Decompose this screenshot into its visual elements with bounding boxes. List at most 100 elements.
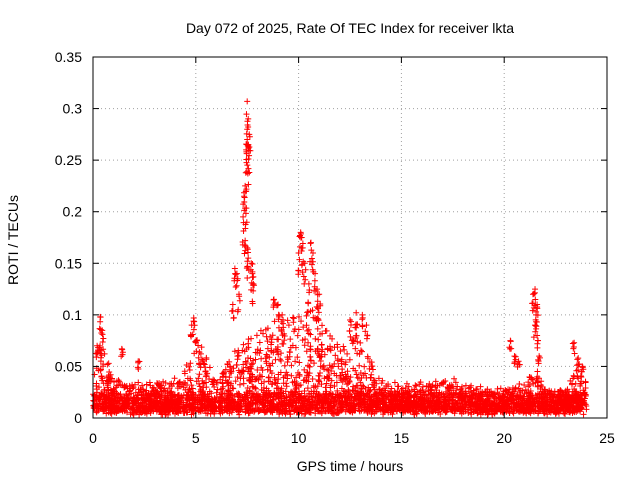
data-point	[508, 398, 515, 405]
data-point	[295, 313, 302, 320]
data-point	[157, 382, 164, 389]
data-point	[101, 350, 108, 357]
data-point	[254, 346, 261, 353]
data-point	[208, 390, 215, 397]
data-point	[555, 405, 562, 412]
data-point	[244, 136, 251, 143]
data-point	[128, 405, 135, 412]
data-point	[443, 408, 450, 415]
data-point	[290, 319, 297, 326]
data-point	[199, 380, 206, 387]
data-point	[469, 402, 476, 409]
data-point	[298, 405, 305, 412]
data-point	[303, 406, 310, 413]
data-point	[314, 383, 321, 390]
data-point	[481, 401, 488, 408]
data-point	[308, 255, 315, 262]
data-point	[187, 360, 194, 367]
data-point	[391, 379, 398, 386]
data-point	[364, 407, 371, 414]
data-point	[245, 165, 252, 172]
data-point	[395, 383, 402, 390]
data-point	[321, 351, 328, 358]
data-point	[384, 404, 391, 411]
data-point	[438, 390, 445, 397]
data-point	[152, 404, 159, 411]
grid-lines	[93, 57, 607, 418]
data-point	[415, 395, 422, 402]
data-point	[98, 329, 105, 336]
data-point	[120, 402, 127, 409]
data-point	[320, 398, 327, 405]
data-point	[111, 379, 118, 386]
data-point	[234, 308, 241, 315]
data-point	[145, 390, 152, 397]
data-point	[511, 397, 518, 404]
data-point	[181, 408, 188, 415]
data-point	[292, 344, 299, 351]
data-point	[543, 400, 550, 407]
data-point	[171, 375, 178, 382]
y-tick-label: 0.1	[63, 307, 83, 323]
data-point	[190, 400, 197, 407]
data-point	[509, 391, 516, 398]
data-point	[162, 379, 169, 386]
data-point	[532, 296, 539, 303]
data-point	[315, 336, 322, 343]
data-point	[196, 371, 203, 378]
data-point	[97, 367, 104, 374]
data-point	[482, 402, 489, 409]
data-point	[234, 398, 241, 405]
data-point	[283, 380, 290, 387]
data-point	[571, 350, 578, 357]
data-point	[544, 402, 551, 409]
data-point	[287, 411, 294, 418]
data-point	[235, 406, 242, 413]
data-point	[433, 405, 440, 412]
data-point	[236, 381, 243, 388]
data-point	[230, 400, 237, 407]
data-point	[232, 284, 239, 291]
data-point	[300, 273, 307, 280]
data-point	[246, 143, 253, 150]
data-point	[427, 390, 434, 397]
data-point	[264, 353, 271, 360]
data-point	[340, 343, 347, 350]
data-point	[529, 307, 536, 314]
data-point	[187, 331, 194, 338]
data-point	[191, 318, 198, 325]
data-point	[331, 383, 338, 390]
data-point	[477, 383, 484, 390]
plot-frame	[92, 56, 608, 419]
data-point	[264, 391, 271, 398]
data-point	[400, 390, 407, 397]
data-point	[108, 408, 115, 415]
x-tick-label: 0	[89, 430, 97, 446]
data-point	[320, 362, 327, 369]
data-point	[294, 369, 301, 376]
data-point	[410, 408, 417, 415]
data-point	[244, 274, 251, 281]
data-point	[94, 350, 101, 357]
data-point	[511, 353, 518, 360]
data-point	[344, 368, 351, 375]
data-point	[358, 385, 365, 392]
x-tick-label: 15	[394, 430, 410, 446]
data-point	[340, 374, 347, 381]
x-tick-label: 25	[599, 430, 615, 446]
data-point	[408, 393, 415, 400]
data-point	[318, 394, 325, 401]
data-point	[404, 406, 411, 413]
data-point	[387, 408, 394, 415]
data-point	[288, 362, 295, 369]
data-point	[329, 408, 336, 415]
data-point	[257, 327, 264, 334]
data-point	[383, 405, 390, 412]
data-point	[507, 338, 514, 345]
data-point	[161, 397, 168, 404]
data-point	[364, 353, 371, 360]
data-point	[353, 371, 360, 378]
data-point	[230, 315, 237, 322]
data-point	[254, 366, 261, 373]
data-points	[90, 98, 590, 418]
